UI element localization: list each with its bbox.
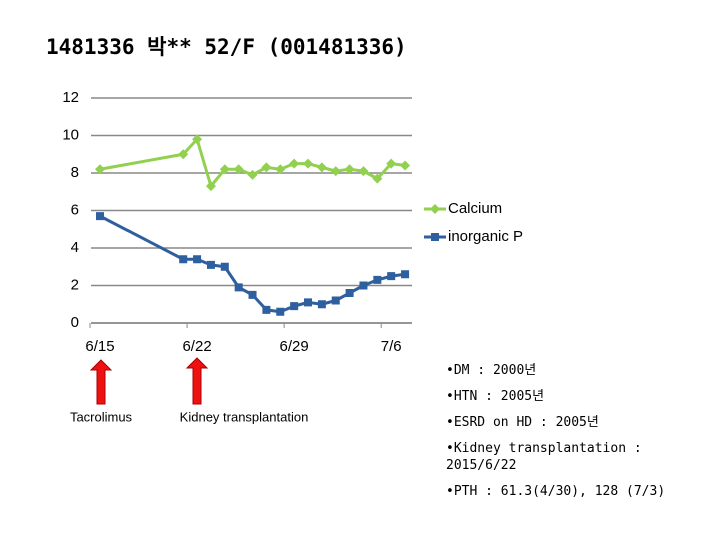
- point: [372, 173, 383, 184]
- point: [96, 212, 105, 221]
- point: [331, 296, 340, 305]
- y-tick-label: 12: [62, 89, 79, 106]
- point: [205, 181, 216, 192]
- x-tick-label: 6/22: [182, 338, 211, 355]
- point: [317, 300, 326, 309]
- legend-label: inorganic P: [448, 228, 523, 245]
- chart-title: 1481336 박** 52/F (001481336): [46, 35, 407, 59]
- point: [387, 272, 396, 281]
- arrow: [89, 359, 113, 405]
- point: [262, 305, 271, 314]
- notes: DM : 2000년 HTN : 2005년 ESRD on HD : 2005년 K…: [446, 362, 701, 509]
- point: [290, 302, 299, 311]
- point: [358, 166, 369, 177]
- legend-marker: [431, 233, 439, 241]
- y-tick-label: 4: [71, 239, 79, 256]
- point: [95, 164, 106, 175]
- point: [248, 290, 257, 299]
- point: [179, 255, 188, 264]
- point: [289, 158, 300, 169]
- y-tick-label: 6: [71, 201, 79, 218]
- note: ESRD on HD : 2005년: [446, 414, 701, 431]
- point: [192, 134, 203, 145]
- point: [233, 164, 244, 175]
- point: [386, 158, 397, 169]
- y-tick-label: 2: [71, 276, 79, 293]
- note: Kidney transplantation : 2015/6/22: [446, 440, 701, 474]
- note: PTH : 61.3(4/30), 128 (7/3): [446, 483, 701, 500]
- point: [304, 298, 313, 307]
- legend-label: Calcium: [448, 200, 502, 217]
- point: [178, 149, 189, 160]
- point: [373, 275, 382, 284]
- point: [275, 164, 286, 175]
- point: [247, 169, 258, 180]
- point: [401, 270, 410, 279]
- point: [206, 260, 215, 269]
- x-tick-label: 6/29: [280, 338, 309, 355]
- y-tick-label: 10: [62, 126, 79, 143]
- point: [359, 281, 368, 290]
- point: [303, 158, 314, 169]
- point: [330, 166, 341, 177]
- point: [345, 289, 354, 297]
- point: [316, 162, 327, 173]
- arrow: [185, 357, 209, 405]
- point: [220, 262, 229, 271]
- point: [234, 283, 243, 292]
- y-tick-label: 0: [71, 314, 79, 331]
- point: [219, 164, 230, 175]
- annotation: Kidney transplantation: [180, 409, 309, 424]
- point: [344, 164, 355, 175]
- x-tick-label: 6/15: [85, 338, 114, 355]
- point: [261, 162, 272, 173]
- x-tick-label: 7/6: [381, 338, 402, 355]
- y-tick-label: 8: [71, 164, 79, 181]
- point: [276, 307, 285, 316]
- note: HTN : 2005년: [446, 388, 701, 405]
- legend-marker: [430, 204, 440, 214]
- point: [400, 160, 411, 171]
- note: DM : 2000년: [446, 362, 701, 379]
- point: [193, 255, 202, 264]
- annotation: Tacrolimus: [70, 409, 133, 424]
